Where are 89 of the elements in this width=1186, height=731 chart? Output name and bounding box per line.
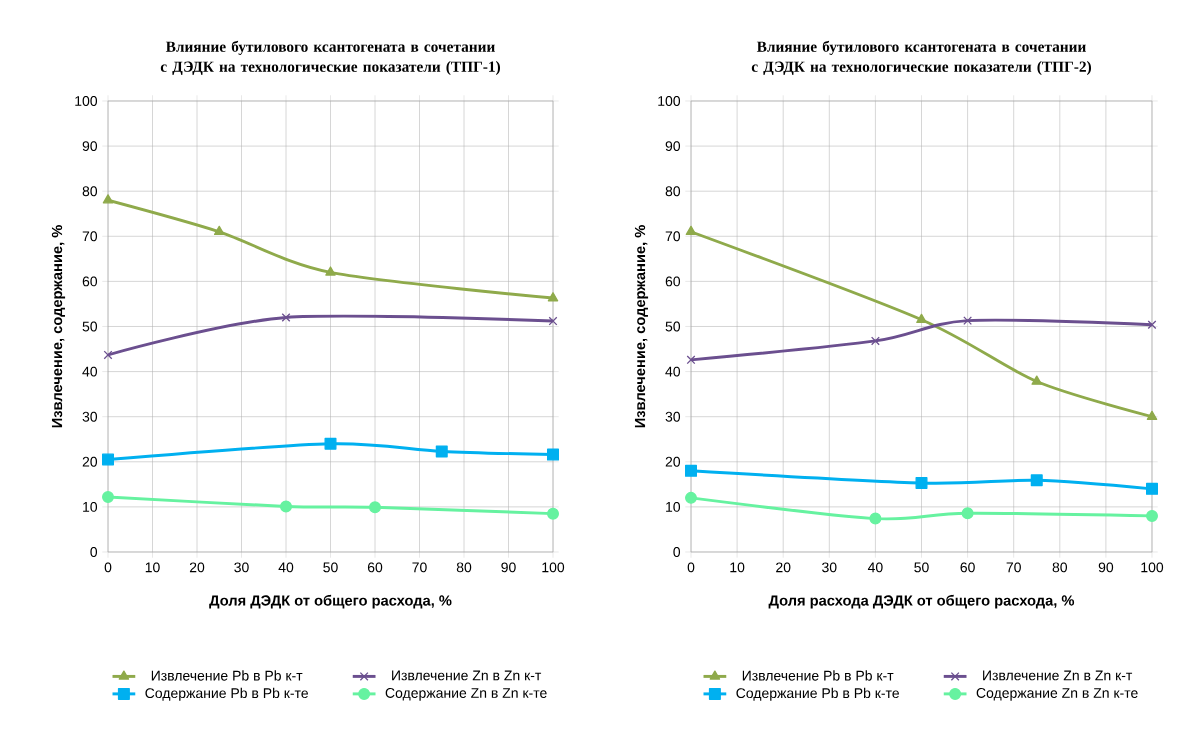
y-tick-label: 90 [665,141,681,152]
y-tick-label: 90 [82,141,98,152]
x-tick-label: 60 [367,562,383,573]
y-tick-label: 100 [658,96,681,106]
y-tick-label: 20 [82,456,98,467]
point [916,313,927,324]
x-tick-label: 100 [542,562,565,573]
x-tick-label: 0 [687,562,695,573]
y-tick-label: 20 [665,456,681,467]
legend-label: Извлечение Pb в Pb к-т [742,670,894,681]
point [547,507,560,520]
y-tick-label: 60 [665,276,681,287]
y-axis-title: Извлечение, содержание, % [51,225,66,428]
point [548,316,558,326]
x-tick-label: 30 [234,562,249,573]
point [102,194,114,204]
point [961,507,974,520]
chart-title: Влияние бутилового ксантогената в сочетании с ДЭДК на технологические показатели (ТПГ-1) [160,40,501,75]
y-tick-label: 0 [90,547,98,557]
x-tick-label: 80 [456,562,472,573]
y-axis-title: Извлечение, содержание, % [634,225,649,428]
point [102,490,115,503]
x-tick-label: 20 [189,562,205,573]
x-tick-label: 90 [1098,562,1114,573]
point [213,225,225,236]
x-tick-label: 30 [822,562,837,573]
x-tick-label: 20 [776,562,791,573]
x-tick-label: 50 [914,562,929,573]
x-tick-label: 40 [867,562,883,573]
point [1146,410,1158,421]
point [1030,474,1043,487]
y-tick-label: 50 [82,321,98,332]
point [280,500,293,513]
point [685,464,698,477]
x-tick-label: 100 [1141,562,1164,573]
y-tick-label: 80 [82,186,98,197]
y-tick-label: 30 [82,411,98,422]
x-tick-label: 0 [104,562,112,573]
point [870,336,880,346]
x-tick-label: 60 [960,562,975,573]
point [869,512,882,525]
point [281,313,291,322]
point [1146,482,1158,495]
x-tick-label: 10 [145,562,160,573]
x-tick-label: 90 [501,562,516,573]
point [102,453,115,466]
y-tick-label: 60 [82,276,98,287]
point [547,292,559,302]
point [915,476,928,489]
y-tick-label: 100 [75,96,98,106]
y-tick-label: 50 [665,321,681,332]
point [369,501,382,514]
y-tick-label: 0 [673,547,681,557]
point [1146,509,1158,522]
y-tick-label: 70 [82,231,98,242]
legend-label: Содержание Pb в Pb к-те [736,687,899,701]
y-tick-label: 10 [666,501,681,512]
point [686,355,696,365]
legend-label: Извлечение Zn в Zn к-т [983,670,1133,681]
legend-label: Содержание Pb в Pb к-те [145,687,308,701]
y-tick-label: 10 [83,501,98,512]
y-tick-label: 40 [82,366,98,377]
y-tick-label: 40 [665,366,681,377]
legend-label: Содержание Zn в Zn к-те [976,688,1138,701]
point [1147,320,1157,330]
point [963,316,973,326]
point [103,350,113,360]
legend-label: Содержание Zn в Zn к-те [385,688,547,701]
x-axis-title: Доля расхода ДЭДК от общего расхода, % [768,594,1075,609]
point [685,491,698,504]
point [547,448,560,461]
x-tick-label: 50 [323,562,338,573]
point [1031,375,1043,385]
point [324,437,337,450]
y-tick-label: 80 [665,186,681,197]
point [685,225,697,236]
legend-label: Извлечение Zn в Zn к-т [392,670,542,681]
x-tick-label: 70 [1006,562,1021,573]
legend-label: Извлечение Pb в Pb к-т [151,670,303,681]
x-axis-title: Доля ДЭДК от общего расхода, % [209,594,452,609]
y-tick-label: 70 [665,231,681,242]
x-tick-label: 10 [730,562,745,573]
x-tick-label: 70 [412,562,427,573]
y-tick-label: 30 [665,411,681,422]
chart-title: Влияние бутилового ксантогената в сочетании с ДЭДК на технологические показатели (ТПГ-2) [751,40,1092,75]
x-tick-label: 80 [1052,562,1068,573]
point [435,445,448,458]
x-tick-label: 40 [278,562,294,573]
point [325,266,336,276]
